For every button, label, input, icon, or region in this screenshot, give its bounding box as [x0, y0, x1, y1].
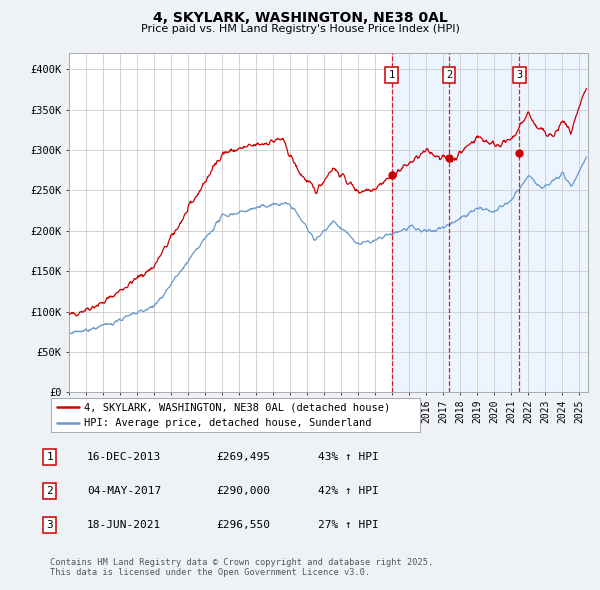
Text: 4, SKYLARK, WASHINGTON, NE38 0AL: 4, SKYLARK, WASHINGTON, NE38 0AL — [152, 11, 448, 25]
Text: Contains HM Land Registry data © Crown copyright and database right 2025.
This d: Contains HM Land Registry data © Crown c… — [50, 558, 433, 577]
Text: Price paid vs. HM Land Registry's House Price Index (HPI): Price paid vs. HM Land Registry's House … — [140, 24, 460, 34]
Text: 1: 1 — [388, 70, 395, 80]
Text: 2: 2 — [46, 486, 53, 496]
Text: £290,000: £290,000 — [216, 486, 270, 496]
Text: HPI: Average price, detached house, Sunderland: HPI: Average price, detached house, Sund… — [84, 418, 372, 428]
Text: 27% ↑ HPI: 27% ↑ HPI — [318, 520, 379, 530]
Text: 2: 2 — [446, 70, 452, 80]
Text: 04-MAY-2017: 04-MAY-2017 — [87, 486, 161, 496]
Text: 4, SKYLARK, WASHINGTON, NE38 0AL (detached house): 4, SKYLARK, WASHINGTON, NE38 0AL (detach… — [84, 402, 391, 412]
Text: 16-DEC-2013: 16-DEC-2013 — [87, 453, 161, 462]
Text: 43% ↑ HPI: 43% ↑ HPI — [318, 453, 379, 462]
Text: 1: 1 — [46, 453, 53, 462]
Bar — [392, 53, 588, 392]
Text: 3: 3 — [516, 70, 523, 80]
Text: £296,550: £296,550 — [216, 520, 270, 530]
Text: £269,495: £269,495 — [216, 453, 270, 462]
Text: 18-JUN-2021: 18-JUN-2021 — [87, 520, 161, 530]
Text: 42% ↑ HPI: 42% ↑ HPI — [318, 486, 379, 496]
Text: 3: 3 — [46, 520, 53, 530]
